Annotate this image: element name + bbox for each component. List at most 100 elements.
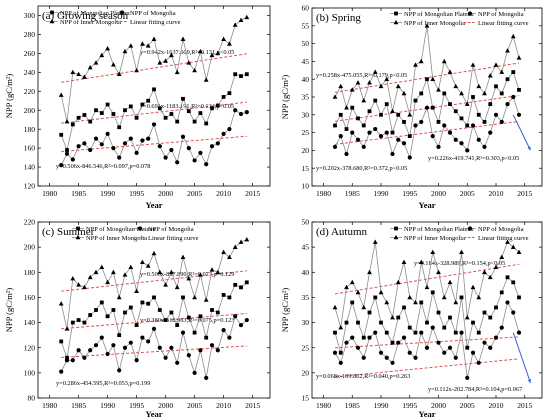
legend-label: NPP of Mongolia	[130, 10, 176, 17]
data-point	[419, 330, 424, 335]
data-point	[93, 269, 99, 275]
y-axis-label: NPP (gC/m²)	[4, 74, 14, 119]
data-point	[128, 305, 133, 310]
data-point	[146, 98, 151, 103]
plot-frame	[311, 221, 543, 399]
data-point	[511, 280, 516, 285]
data-point	[499, 290, 504, 295]
data-point	[215, 50, 221, 56]
data-point	[378, 289, 384, 295]
series-square	[59, 72, 249, 152]
data-point	[128, 264, 134, 270]
data-point	[441, 58, 447, 64]
data-point	[442, 350, 447, 355]
data-point	[510, 244, 516, 249]
data-point	[332, 304, 338, 310]
data-point	[493, 112, 499, 117]
legend-item-inner: NPP of Inner Mongolia	[46, 18, 121, 26]
x-tick-label: 2015	[245, 189, 260, 198]
data-point	[128, 136, 133, 141]
data-point	[70, 69, 76, 75]
data-point	[447, 279, 453, 285]
data-point	[407, 112, 413, 117]
data-point	[209, 144, 215, 149]
data-point	[198, 111, 203, 115]
data-point	[372, 69, 378, 74]
data-point	[350, 130, 355, 135]
data-point	[367, 269, 372, 275]
data-point	[203, 297, 209, 302]
data-point	[482, 120, 487, 124]
data-point	[401, 141, 407, 146]
data-point	[93, 60, 99, 65]
x-tick-label: 2010	[216, 401, 231, 410]
x-tick-label: 1985	[345, 189, 360, 198]
data-point	[82, 141, 87, 146]
data-point	[169, 147, 174, 153]
data-point	[134, 115, 139, 120]
legend-label: NPP of Inner Mongolia	[60, 19, 121, 26]
x-tick-label: 1980	[316, 401, 331, 410]
data-point	[349, 279, 355, 285]
data-point	[59, 163, 64, 168]
data-point	[378, 350, 384, 355]
x-tick-label: 1995	[402, 401, 417, 410]
data-point	[384, 76, 390, 81]
data-point	[442, 91, 447, 96]
data-point	[511, 94, 516, 100]
y-tick-label: 280	[24, 30, 36, 39]
data-point	[181, 295, 185, 300]
data-point	[499, 91, 504, 96]
data-point	[146, 301, 151, 306]
data-point	[384, 330, 389, 335]
y-tick-label: 60	[302, 4, 310, 13]
fit-line	[334, 336, 520, 349]
data-point	[238, 17, 244, 23]
data-point	[116, 71, 122, 77]
data-point	[238, 239, 244, 244]
panel-title: (b) Spring	[316, 12, 361, 24]
data-point	[367, 335, 372, 340]
legend-label: NPP of Inner Mongolia	[86, 235, 147, 242]
x-tick-label: 2005	[187, 401, 202, 410]
data-point	[192, 370, 197, 375]
data-point	[338, 350, 343, 355]
data-point	[384, 102, 389, 107]
data-point	[163, 355, 168, 360]
y-tick-label: 15	[302, 394, 310, 403]
x-axis-label: Year	[419, 200, 436, 210]
data-point	[192, 67, 197, 73]
data-point	[390, 360, 395, 365]
data-point	[464, 314, 470, 320]
legend-label: NPP of Mongolian Plateau	[60, 10, 130, 17]
data-point	[151, 122, 157, 127]
data-point	[192, 158, 197, 163]
data-point	[465, 345, 470, 350]
data-point	[111, 308, 116, 312]
y-tick-label: 220	[24, 87, 36, 96]
data-point	[482, 90, 487, 96]
data-point	[413, 123, 418, 128]
y-tick-label: 55	[302, 21, 310, 30]
x-tick-label: 1990	[374, 401, 389, 410]
fit-line	[61, 101, 247, 124]
data-point	[134, 323, 139, 327]
data-point	[145, 263, 151, 268]
data-point	[470, 350, 476, 355]
legend-label: NPP of Mongolia	[148, 226, 194, 233]
y-axis-label: NPP (gC/m²)	[280, 288, 290, 333]
fit-line	[334, 263, 520, 295]
y-tick-label: 140	[24, 318, 36, 327]
data-point	[453, 355, 458, 360]
legend-item-inner: NPP of Inner Mongolia	[390, 234, 465, 242]
data-point	[494, 305, 498, 310]
data-point	[175, 160, 180, 165]
data-point	[59, 369, 64, 374]
series-square	[333, 275, 521, 355]
fit-line	[61, 135, 247, 153]
legend-marker	[467, 226, 473, 231]
data-point	[186, 315, 191, 320]
data-point	[476, 294, 482, 300]
